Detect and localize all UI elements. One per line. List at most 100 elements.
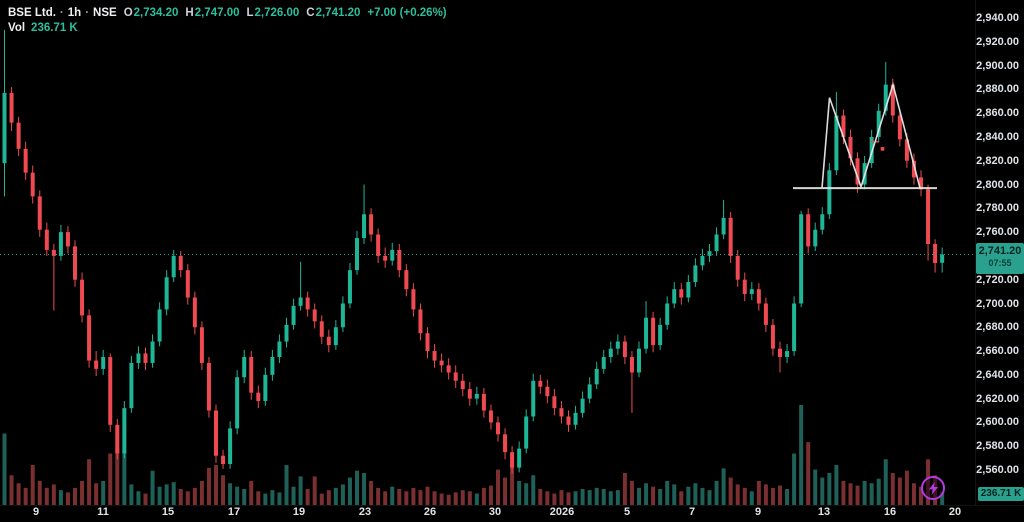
candle-body — [383, 255, 388, 261]
volume-bar — [340, 484, 345, 505]
volume-bar — [333, 487, 338, 505]
price-axis-label: 2,680.00 — [976, 321, 1019, 334]
candle-body — [897, 115, 902, 140]
volume-bar — [721, 468, 726, 505]
candle-body — [305, 297, 310, 310]
candle-body — [622, 341, 627, 357]
volume-bar — [362, 473, 367, 505]
volume-bar — [108, 453, 113, 505]
interval-label[interactable]: 1h — [67, 6, 82, 19]
candle-body — [714, 234, 719, 252]
volume-bar — [883, 459, 888, 505]
lightning-boost-button[interactable] — [921, 476, 945, 500]
separator-dot: · — [59, 6, 64, 19]
volume-bar — [453, 492, 458, 505]
candle-body — [235, 377, 240, 429]
volume-bar — [897, 477, 902, 505]
volume-bar — [256, 491, 261, 505]
volume-bar — [813, 469, 818, 505]
volume-bar — [672, 484, 677, 505]
candle-body — [369, 214, 374, 235]
low-value: 2,726.00 — [254, 6, 300, 19]
candle-body — [686, 282, 691, 298]
symbol-name[interactable]: BSE Ltd. — [8, 6, 56, 19]
volume-value: 236.71 K — [31, 21, 78, 34]
volume-bar — [552, 493, 557, 505]
volume-axis-badge: 236.71 K — [978, 487, 1024, 501]
volume-bar — [411, 487, 416, 505]
candle-body — [665, 303, 670, 325]
candle-body — [347, 270, 352, 304]
volume-bar — [460, 490, 465, 505]
candle-body — [919, 177, 923, 190]
candle-body — [594, 368, 599, 385]
volume-bar — [51, 484, 56, 505]
price-axis-label: 2,760.00 — [976, 226, 1019, 239]
candle-body — [164, 277, 169, 310]
volume-bar — [418, 490, 423, 505]
change-value: +7.00 (+0.26%) — [367, 6, 447, 19]
candle-body — [629, 357, 634, 373]
volume-bar — [87, 459, 92, 505]
volume-bar — [9, 475, 14, 505]
volume-bar — [517, 481, 522, 505]
volume-bar — [834, 465, 839, 505]
price-axis-label: 2,900.00 — [976, 59, 1019, 72]
candle-body — [601, 357, 606, 369]
price-axis-label: 2,700.00 — [976, 297, 1019, 310]
candle-body — [80, 279, 85, 316]
volume-bar — [242, 489, 247, 505]
volume-bar — [792, 453, 797, 505]
volume-bar — [143, 493, 148, 505]
price-axis-label: 2,880.00 — [976, 83, 1019, 96]
candle-body — [150, 341, 155, 363]
time-axis-label: 30 — [488, 506, 502, 518]
volume-bar — [686, 486, 691, 505]
volume-bar — [869, 483, 874, 505]
candle-body — [552, 396, 557, 409]
candle-body — [503, 434, 508, 453]
volume-bar — [192, 487, 197, 505]
exchange-label[interactable]: NSE — [93, 6, 117, 19]
volume-bar — [150, 470, 155, 505]
volume-bar — [608, 491, 613, 505]
volume-bar — [16, 483, 21, 505]
price-axis-label: 2,940.00 — [976, 12, 1019, 24]
volume-bar — [735, 484, 740, 505]
candle-body — [192, 297, 197, 328]
price-axis-label: 2,620.00 — [976, 392, 1019, 405]
bar-countdown: 07:55 — [988, 258, 1012, 268]
candle-body — [277, 341, 282, 357]
candle-body — [439, 360, 444, 366]
volume-bar — [129, 484, 134, 505]
volume-bar — [270, 490, 275, 505]
pattern-m-lines — [821, 81, 921, 190]
candle-body — [742, 279, 747, 294]
time-axis-label: 23 — [358, 506, 372, 518]
candle-body — [143, 353, 148, 363]
volume-bar — [101, 481, 106, 505]
separator-dot: · — [85, 6, 90, 19]
volume-bar — [919, 486, 923, 505]
volume-bar — [545, 491, 550, 505]
volume-label[interactable]: Vol — [8, 21, 26, 34]
low-label: L — [246, 6, 254, 19]
volume-bar — [432, 491, 437, 505]
volume-bar — [446, 494, 451, 505]
candle-body — [467, 389, 472, 399]
candle-body — [425, 333, 430, 352]
time-axis-label: 20 — [948, 506, 962, 518]
volume-bar — [862, 481, 867, 505]
volume-bar — [390, 486, 395, 505]
candle-body — [199, 327, 204, 363]
volume-bar — [714, 481, 719, 505]
candle-body — [157, 309, 162, 342]
candle-body — [362, 214, 367, 239]
candle-body — [108, 357, 113, 425]
legend: BSE Ltd. · 1h · NSE O 2,734.20 H 2,747.0… — [8, 5, 447, 35]
time-axis-label: 9 — [754, 506, 762, 518]
volume-bar — [785, 489, 790, 505]
candle-body — [510, 452, 515, 468]
volume-bar — [481, 487, 486, 505]
